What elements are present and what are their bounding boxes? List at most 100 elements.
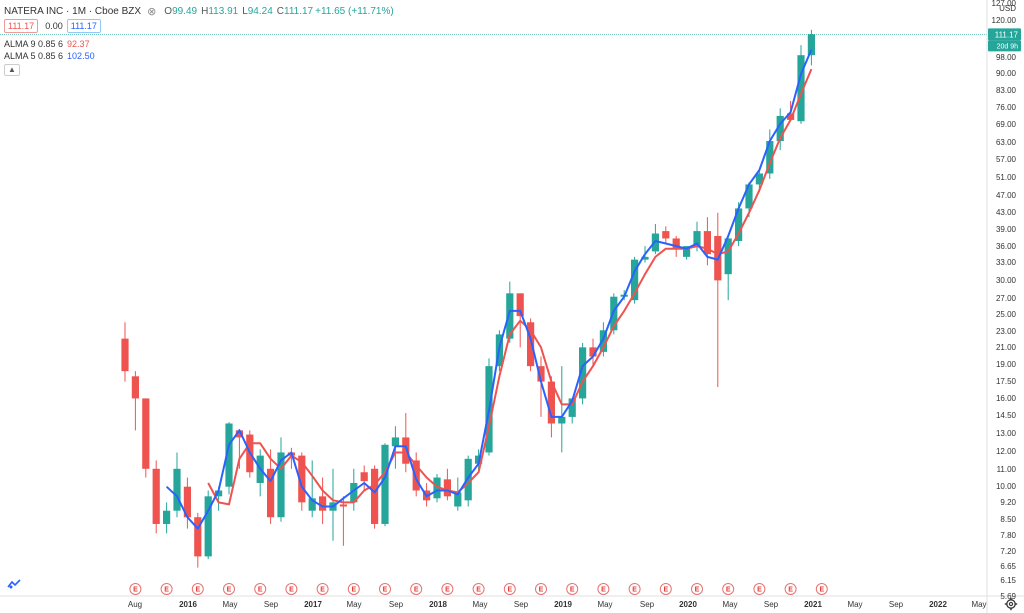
candle[interactable] [537, 356, 545, 417]
candle[interactable] [589, 338, 597, 367]
candle[interactable] [631, 256, 639, 304]
candle-body [433, 477, 441, 499]
candle[interactable] [776, 108, 784, 151]
earnings-marker[interactable]: E [597, 583, 610, 595]
time-tick-label: 2018 [429, 600, 447, 609]
earnings-marker[interactable]: E [129, 583, 142, 595]
price-tick-label: 36.00 [996, 242, 1017, 251]
last-price-label: 111.17 [995, 30, 1019, 39]
price-tick-label: 6.15 [1000, 576, 1016, 585]
candle[interactable] [714, 212, 722, 388]
candle[interactable] [173, 452, 181, 518]
earnings-circle [566, 583, 579, 595]
earnings-marker[interactable]: E [223, 583, 235, 595]
candle-body [308, 498, 316, 511]
candle-body [631, 259, 639, 301]
candle[interactable] [381, 443, 389, 527]
price-tick-label: 11.00 [997, 465, 1017, 474]
symbol-title[interactable]: NATERA INC · 1M · Cboe BZX [4, 6, 142, 17]
candle[interactable] [360, 465, 368, 491]
candle-body [121, 338, 129, 372]
candle[interactable] [527, 318, 535, 372]
candle[interactable] [651, 224, 659, 255]
earnings-marker[interactable]: E [659, 583, 672, 595]
candle[interactable] [319, 477, 327, 524]
candle-body [558, 416, 566, 424]
earnings-label: E [351, 587, 356, 594]
tradingview-logo-icon[interactable] [7, 579, 21, 589]
candle[interactable] [121, 322, 129, 382]
candle[interactable] [547, 376, 555, 438]
candle-body [163, 510, 171, 524]
bid-button[interactable]: 111.17 [4, 18, 39, 33]
earnings-marker[interactable]: E [815, 583, 828, 595]
candle[interactable] [225, 422, 233, 495]
candle-body [215, 490, 223, 497]
price-tick-label: 83.00 [996, 86, 1017, 95]
earnings-marker[interactable]: E [410, 583, 423, 595]
earnings-marker[interactable]: E [503, 583, 516, 595]
candle[interactable] [797, 45, 805, 124]
earnings-marker[interactable]: E [285, 583, 298, 595]
candle-body [173, 468, 181, 511]
candle[interactable] [277, 437, 285, 522]
earnings-marker[interactable]: E [347, 583, 360, 595]
earnings-label: E [819, 587, 824, 594]
candle[interactable] [194, 512, 202, 568]
candle-body [776, 115, 784, 142]
candle[interactable] [558, 366, 566, 453]
candle[interactable] [412, 452, 420, 497]
earnings-marker[interactable]: E [441, 583, 454, 595]
candle-body [579, 347, 587, 399]
candle[interactable] [433, 473, 441, 503]
gear-icon[interactable] [1004, 597, 1018, 611]
candle[interactable] [807, 29, 815, 66]
candle[interactable] [443, 468, 451, 501]
close-icon[interactable]: ⊗ [147, 6, 157, 18]
candle[interactable] [464, 455, 472, 507]
candle[interactable] [339, 496, 347, 546]
earnings-marker[interactable]: E [316, 583, 329, 595]
candle[interactable] [163, 502, 171, 534]
candle[interactable] [724, 235, 732, 301]
study-alma9[interactable]: ALMA 9 0.85 6 92.37 [4, 38, 396, 50]
earnings-marker[interactable]: E [160, 583, 173, 595]
candle[interactable] [131, 371, 139, 431]
earnings-marker[interactable]: E [535, 583, 547, 595]
earnings-circle [722, 583, 735, 595]
time-tick-label: Sep [264, 600, 279, 609]
candle[interactable] [152, 460, 160, 534]
price-axis[interactable]: 127.00120.00110.0098.0090.0083.0076.0069… [988, 0, 1021, 601]
candle[interactable] [662, 226, 670, 244]
earnings-marker[interactable]: E [628, 583, 641, 595]
candle[interactable] [579, 342, 587, 405]
time-tick-label: May [971, 600, 986, 609]
earnings-marker[interactable]: E [472, 583, 485, 595]
time-tick-label: Sep [764, 600, 779, 609]
earnings-marker[interactable]: E [379, 583, 391, 595]
earnings-circle [316, 583, 329, 595]
candle[interactable] [183, 477, 191, 529]
time-tick-label: Aug [128, 600, 142, 609]
earnings-marker[interactable]: E [753, 583, 766, 595]
ask-button[interactable]: 111.17 [66, 18, 101, 33]
candle[interactable] [402, 413, 410, 473]
candle[interactable] [371, 465, 379, 529]
earnings-marker[interactable]: E [691, 583, 703, 595]
time-tick-label: Sep [889, 600, 904, 609]
earnings-marker[interactable]: E [566, 583, 579, 595]
candle[interactable] [142, 398, 150, 478]
time-axis[interactable]: Aug 2016 May Sep 2017 May Sep 2018 May Sep 2019 May… [128, 600, 987, 609]
study-alma5[interactable]: ALMA 5 0.85 6 102.50 [4, 50, 396, 62]
candle[interactable] [267, 449, 275, 524]
earnings-marker[interactable]: E [254, 583, 267, 595]
candle[interactable] [204, 490, 212, 560]
collapse-legend-button[interactable]: ▲ [4, 64, 20, 76]
candle[interactable] [766, 129, 774, 179]
earnings-marker[interactable]: E [784, 583, 797, 595]
candle[interactable] [308, 460, 316, 518]
earnings-marker[interactable]: E [191, 583, 204, 595]
earnings-marker[interactable]: E [722, 583, 735, 595]
price-tick-label: 21.00 [996, 343, 1017, 352]
